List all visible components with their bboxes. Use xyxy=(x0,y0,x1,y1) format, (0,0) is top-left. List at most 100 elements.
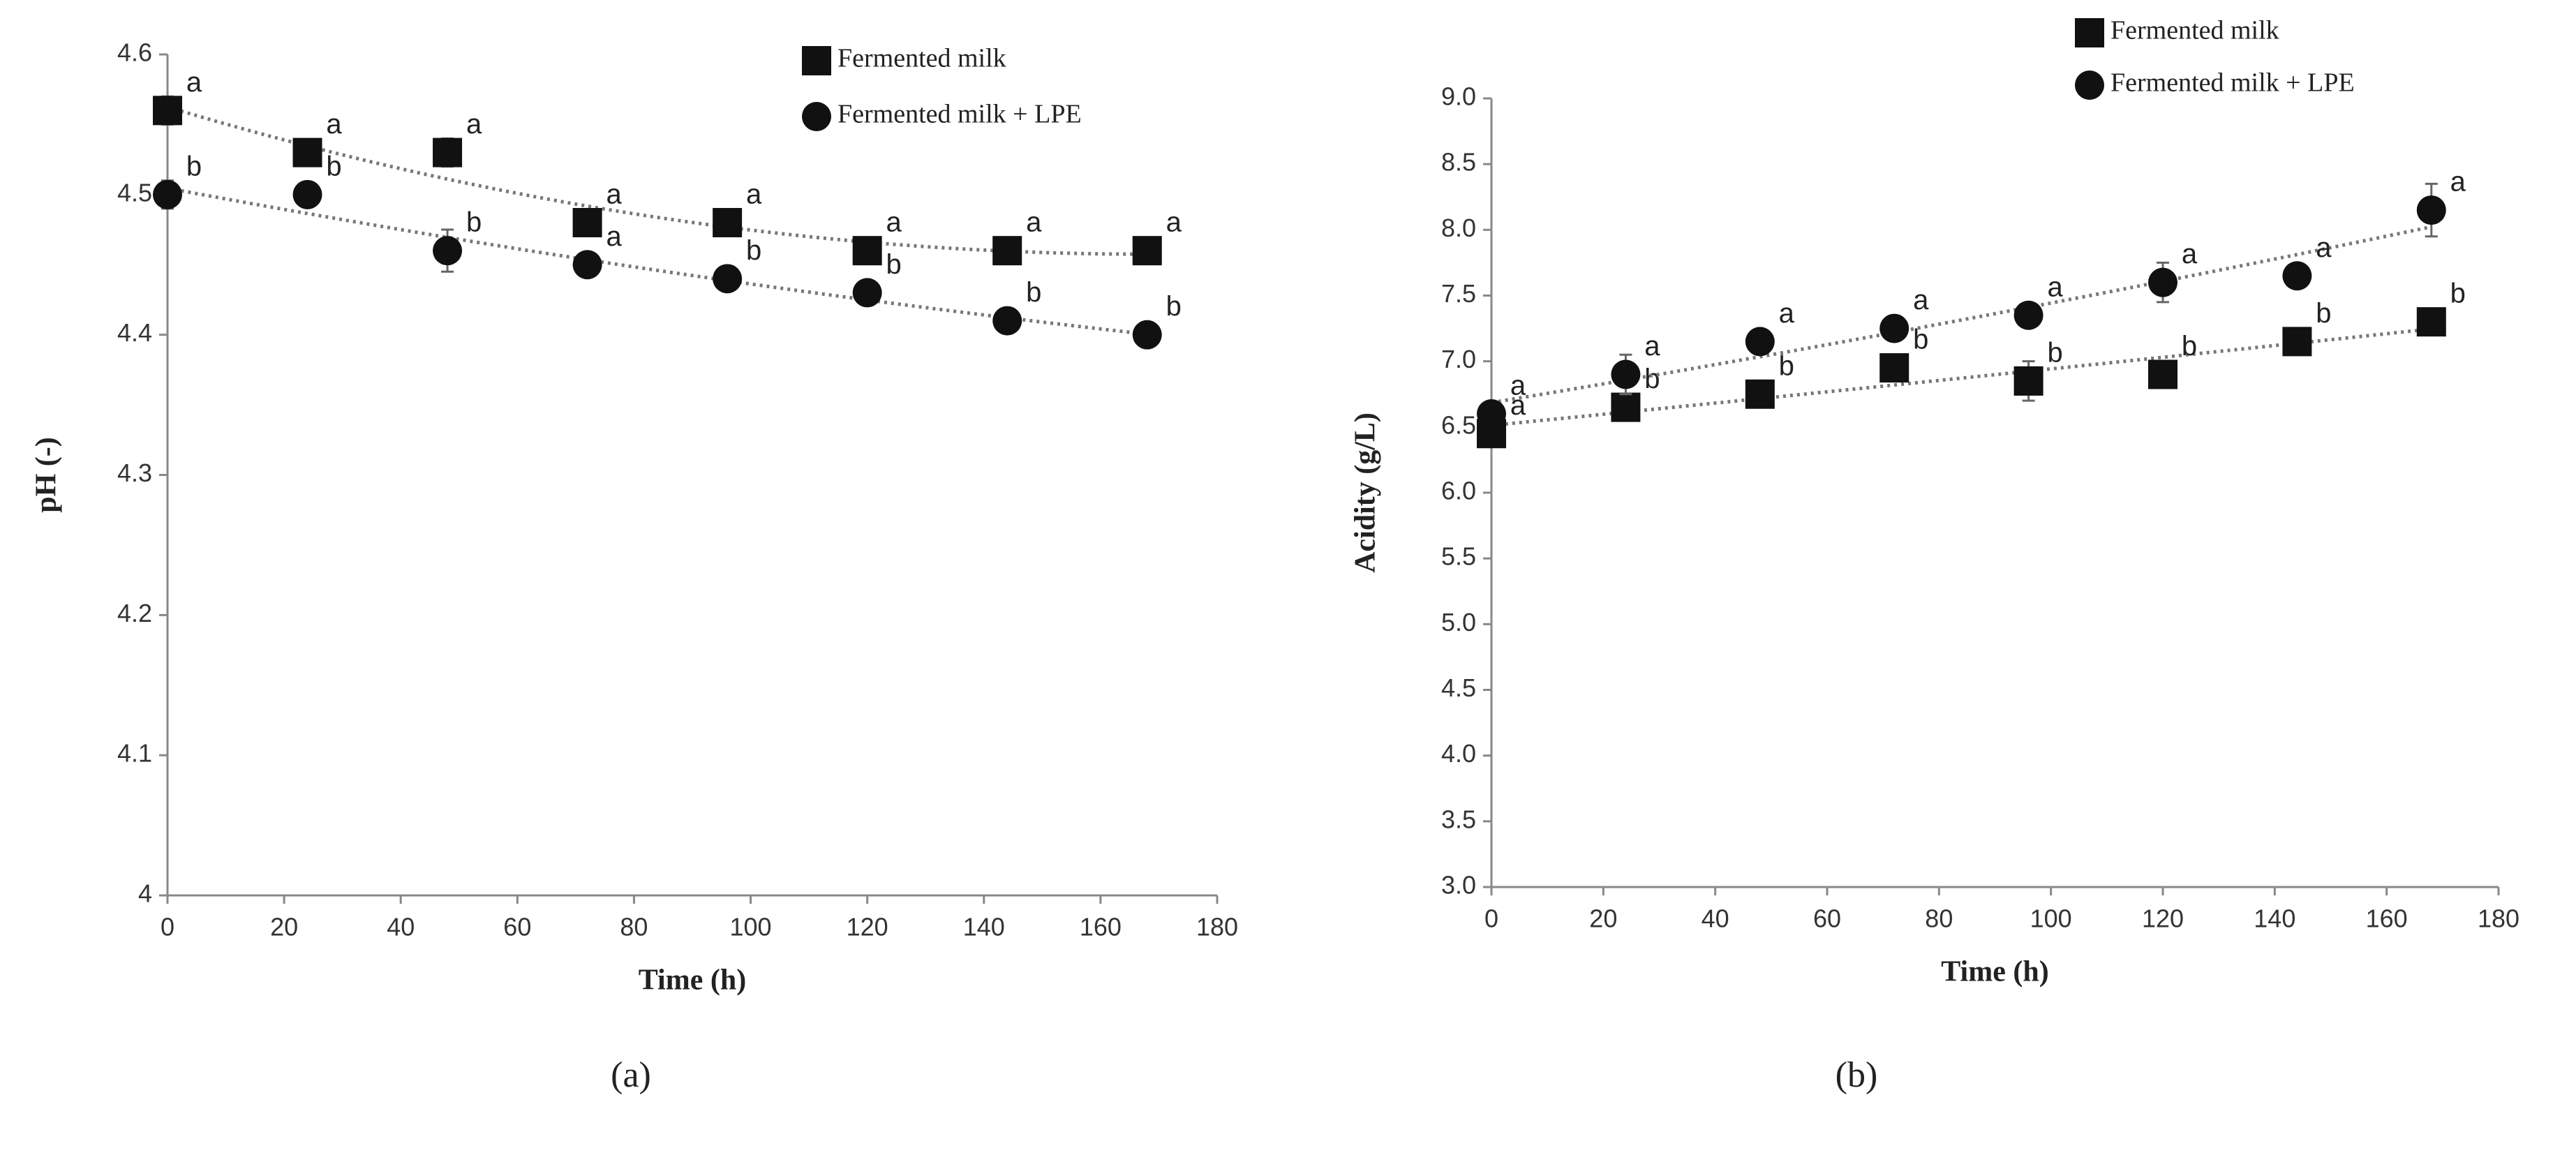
marker xyxy=(852,236,882,266)
y-tick-label: 5.0 xyxy=(1441,608,1476,636)
significance-letter: b xyxy=(2047,337,2062,368)
y-tick-label: 4.5 xyxy=(117,178,152,207)
x-tick-label: 40 xyxy=(387,913,415,941)
marker xyxy=(802,46,831,75)
x-tick-label: 140 xyxy=(963,913,1005,941)
significance-letter: b xyxy=(1644,364,1660,394)
significance-letter: a xyxy=(186,67,202,98)
significance-letter: a xyxy=(606,221,622,252)
significance-letter: a xyxy=(1779,298,1795,329)
y-tick-label: 4.4 xyxy=(117,318,152,347)
x-tick-label: 60 xyxy=(503,913,531,941)
marker xyxy=(1477,399,1506,429)
marker xyxy=(852,278,882,308)
significance-letter: b xyxy=(326,151,341,181)
y-tick-label: 9.0 xyxy=(1441,82,1476,111)
significance-letter: a xyxy=(1913,285,1929,315)
y-tick-label: 3.5 xyxy=(1441,805,1476,833)
x-tick-label: 120 xyxy=(2142,904,2184,933)
y-tick-label: 8.0 xyxy=(1441,214,1476,242)
marker xyxy=(1611,392,1641,422)
x-tick-label: 160 xyxy=(1080,913,1122,941)
significance-letter: b xyxy=(1166,291,1182,322)
x-tick-label: 100 xyxy=(730,913,772,941)
y-tick-label: 7.5 xyxy=(1441,279,1476,308)
significance-letter: a xyxy=(466,109,482,140)
marker xyxy=(2416,307,2446,337)
marker xyxy=(1879,313,1909,343)
y-tick-label: 4.6 xyxy=(117,38,152,67)
marker xyxy=(2148,359,2177,389)
significance-letter: b xyxy=(1779,350,1794,381)
marker xyxy=(992,306,1022,336)
marker xyxy=(2075,70,2104,100)
y-tick-label: 5.5 xyxy=(1441,542,1476,571)
trendline xyxy=(167,186,1147,336)
significance-letter: a xyxy=(2316,232,2332,263)
x-axis-label: Time (h) xyxy=(1941,956,2048,988)
x-tick-label: 0 xyxy=(1484,904,1498,933)
y-tick-label: 4 xyxy=(138,879,152,908)
significance-letter: b xyxy=(2450,278,2466,309)
marker xyxy=(1745,379,1775,409)
marker xyxy=(2282,261,2312,291)
marker xyxy=(713,208,743,237)
y-tick-label: 7.0 xyxy=(1441,345,1476,373)
significance-letter: a xyxy=(326,109,342,140)
y-tick-label: 8.5 xyxy=(1441,148,1476,177)
significance-letter: b xyxy=(466,207,482,238)
y-tick-label: 4.3 xyxy=(117,459,152,487)
x-tick-label: 100 xyxy=(2030,904,2072,933)
significance-letter: b xyxy=(886,249,902,280)
marker xyxy=(1132,236,1162,266)
y-tick-label: 4.0 xyxy=(1441,739,1476,768)
marker xyxy=(153,179,182,209)
x-tick-label: 20 xyxy=(1589,904,1617,933)
significance-letter: a xyxy=(886,207,902,238)
marker xyxy=(1745,327,1775,357)
x-axis-label: Time (h) xyxy=(639,964,746,997)
significance-letter: a xyxy=(1026,207,1042,238)
y-axis-label: pH (-) xyxy=(31,437,63,513)
x-tick-label: 80 xyxy=(620,913,648,941)
x-tick-label: 60 xyxy=(1813,904,1841,933)
x-tick-label: 40 xyxy=(1702,904,1729,933)
significance-letter: b xyxy=(1026,277,1041,308)
marker xyxy=(433,236,463,266)
marker xyxy=(2013,366,2043,396)
marker xyxy=(572,208,602,237)
trendline xyxy=(1491,225,2432,405)
significance-letter: a xyxy=(606,179,622,210)
trendline xyxy=(167,105,1147,256)
marker xyxy=(1611,359,1641,389)
x-tick-label: 0 xyxy=(161,913,174,941)
legend-label: Fermented milk xyxy=(2110,16,2279,45)
marker xyxy=(1879,353,1909,383)
marker xyxy=(802,102,831,131)
marker xyxy=(2148,267,2177,297)
legend-label: Fermented milk + LPE xyxy=(837,100,1082,129)
significance-letter: a xyxy=(2450,167,2466,198)
significance-letter: a xyxy=(1166,207,1182,238)
x-tick-label: 160 xyxy=(2366,904,2408,933)
legend-label: Fermented milk xyxy=(837,44,1006,73)
significance-letter: a xyxy=(1510,371,1526,401)
marker xyxy=(1132,320,1162,350)
significance-letter: b xyxy=(746,235,761,266)
marker xyxy=(713,264,743,294)
marker xyxy=(2075,18,2104,47)
x-tick-label: 120 xyxy=(847,913,888,941)
x-tick-label: 140 xyxy=(2254,904,2295,933)
y-tick-label: 4.2 xyxy=(117,599,152,627)
significance-letter: b xyxy=(2316,298,2331,329)
y-tick-label: 4.1 xyxy=(117,739,152,768)
y-tick-label: 4.5 xyxy=(1441,673,1476,702)
y-axis-label: Acidity (g/L) xyxy=(1350,412,1382,573)
marker xyxy=(292,137,322,167)
x-tick-label: 80 xyxy=(1925,904,1953,933)
marker xyxy=(2282,327,2312,357)
marker xyxy=(2416,195,2446,225)
marker xyxy=(992,236,1022,266)
